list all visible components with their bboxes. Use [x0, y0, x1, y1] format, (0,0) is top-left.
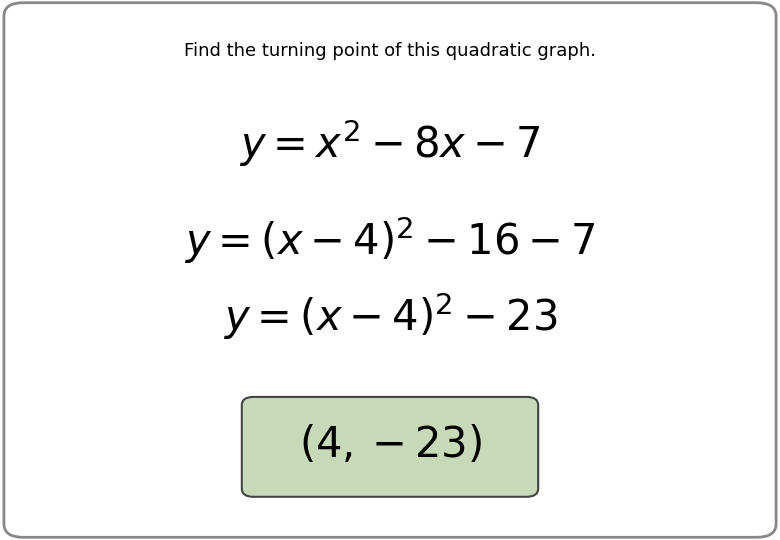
Text: $y = (x - 4)^2 - 16 - 7$: $y = (x - 4)^2 - 16 - 7$: [184, 214, 596, 266]
Text: Find the turning point of this quadratic graph.: Find the turning point of this quadratic…: [184, 42, 596, 60]
Text: $(4, -23)$: $(4, -23)$: [299, 424, 481, 467]
FancyBboxPatch shape: [4, 3, 776, 537]
Text: $y = x^2 - 8x - 7$: $y = x^2 - 8x - 7$: [239, 117, 541, 169]
Text: $y = (x - 4)^2 - 23$: $y = (x - 4)^2 - 23$: [223, 290, 557, 342]
FancyBboxPatch shape: [242, 397, 538, 497]
